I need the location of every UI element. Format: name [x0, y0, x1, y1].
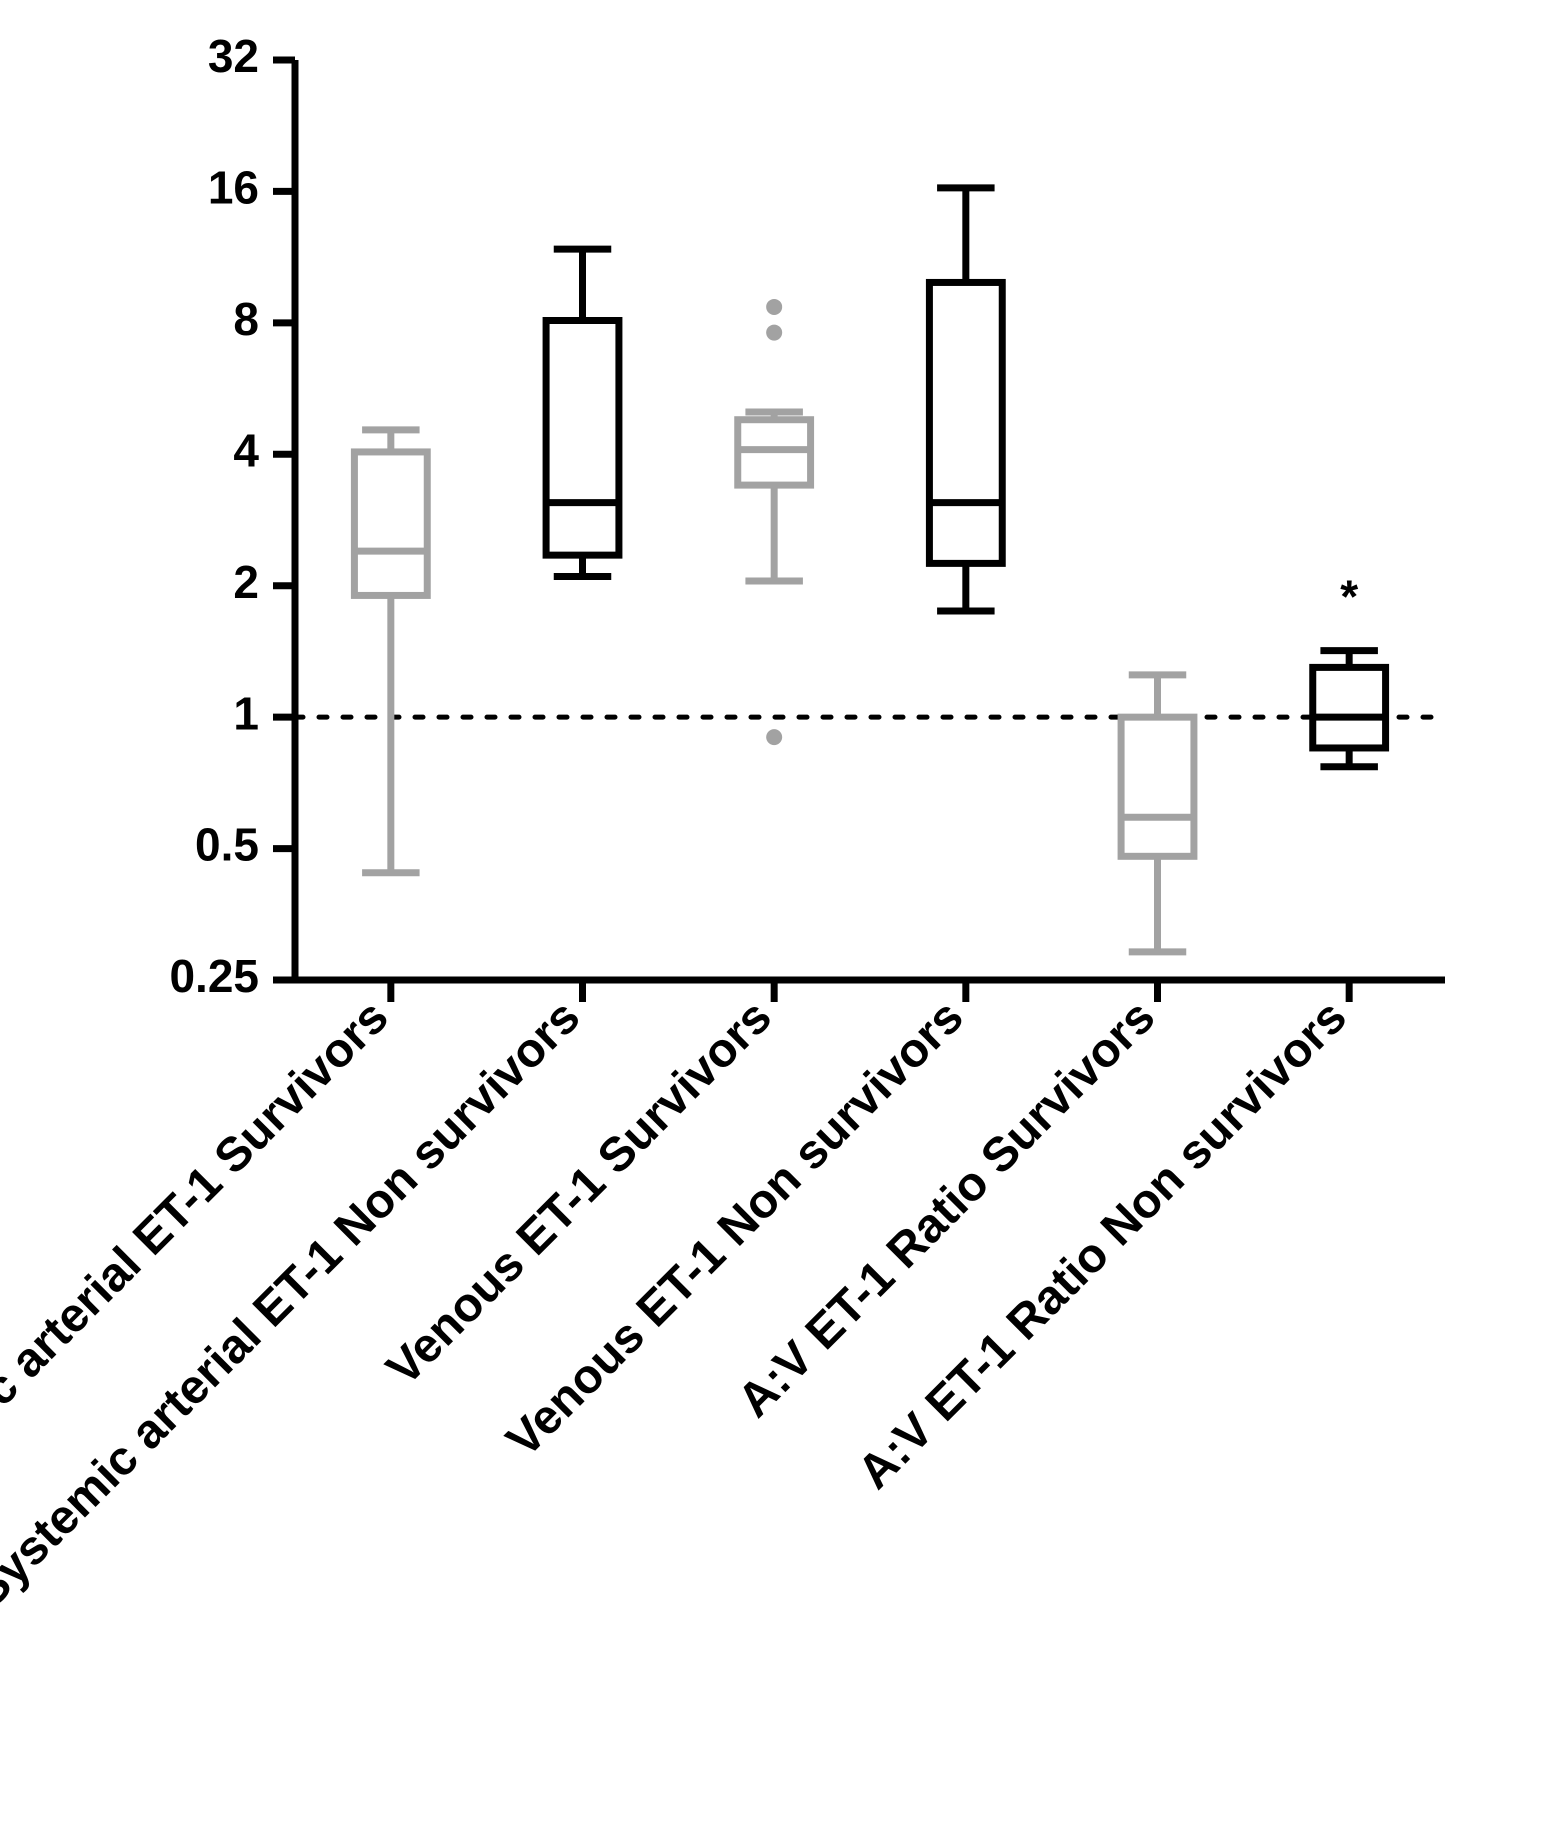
- svg-text:32: 32: [208, 30, 259, 82]
- boxplot-chart: 0.250.512481632Systemic arterial ET-1 Su…: [0, 0, 1546, 1837]
- svg-text:2: 2: [233, 556, 259, 608]
- svg-text:0.5: 0.5: [195, 819, 259, 871]
- chart-svg: 0.250.512481632Systemic arterial ET-1 Su…: [0, 0, 1546, 1837]
- svg-text:4: 4: [233, 424, 259, 476]
- svg-text:0.25: 0.25: [169, 950, 259, 1002]
- svg-text:8: 8: [233, 293, 259, 345]
- svg-text:16: 16: [208, 162, 259, 214]
- svg-text:1: 1: [233, 687, 259, 739]
- svg-text:Venous ET-1 Survivors: Venous ET-1 Survivors: [377, 990, 782, 1395]
- svg-text:*: *: [1340, 571, 1358, 623]
